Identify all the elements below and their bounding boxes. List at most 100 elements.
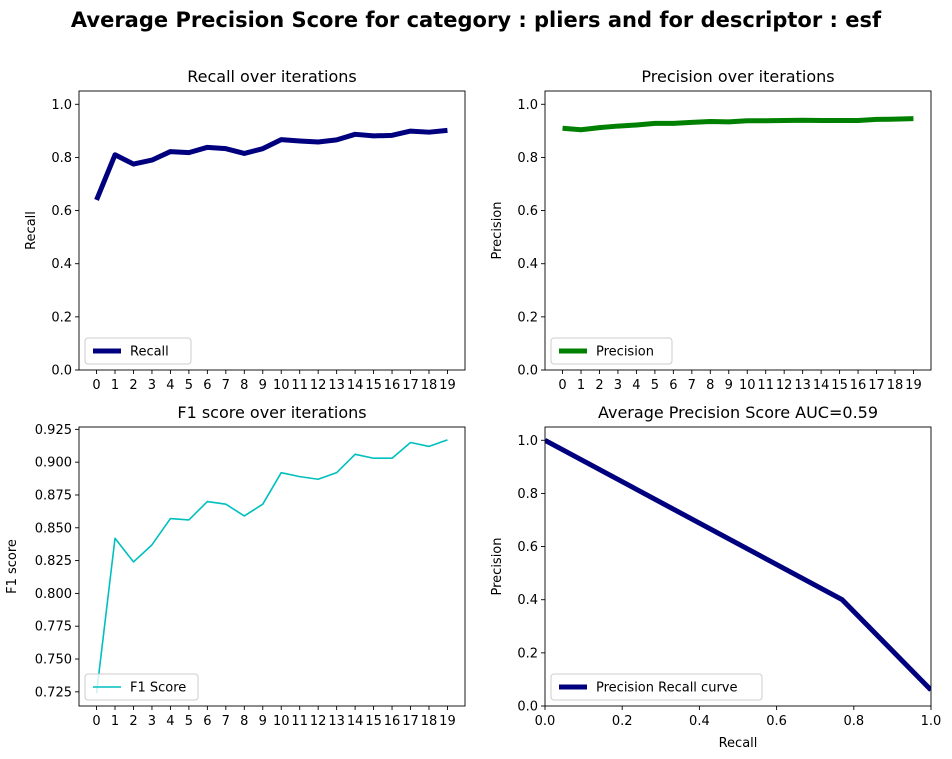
x-tick-label: 7	[222, 714, 230, 729]
x-tick-label: 5	[185, 714, 193, 729]
x-tick-label: 0.8	[843, 714, 864, 729]
x-tick-label: 12	[776, 378, 793, 393]
x-tick-label: 14	[347, 714, 364, 729]
axes-frame	[78, 90, 466, 371]
legend: Recall	[84, 337, 192, 365]
y-tick-label: 1.0	[517, 98, 538, 113]
x-tick-label: 1	[577, 378, 585, 393]
x-tick-label: 18	[887, 378, 904, 393]
axes-frame	[544, 90, 932, 371]
legend-label: Recall	[130, 345, 169, 360]
y-tick-label: 0.825	[35, 554, 72, 569]
x-tick-label: 1.0	[921, 714, 942, 729]
x-tick-label: 6	[669, 378, 677, 393]
y-axis-label: Precision	[490, 537, 505, 595]
x-tick-label: 7	[688, 378, 696, 393]
x-tick-label: 0.0	[535, 714, 556, 729]
y-tick-label: 0.2	[517, 310, 538, 325]
x-tick-label: 1	[111, 378, 119, 393]
x-tick-label: 2	[129, 714, 137, 729]
x-tick-label: 16	[384, 378, 401, 393]
x-tick-label: 3	[148, 378, 156, 393]
x-tick-label: 1	[111, 714, 119, 729]
axes-frame	[544, 426, 932, 707]
y-tick-label: 0.2	[51, 310, 72, 325]
y-tick-label: 0.0	[51, 364, 72, 379]
legend-box	[550, 673, 763, 701]
subplot-title: F1 score over iterations	[177, 403, 366, 422]
x-tick-label: 8	[240, 378, 248, 393]
series-line	[95, 439, 448, 694]
y-tick-label: 0.8	[51, 151, 72, 166]
x-tick-label: 19	[905, 378, 922, 393]
x-tick-label: 6	[203, 378, 211, 393]
x-tick-label: 3	[148, 714, 156, 729]
x-tick-label: 11	[757, 378, 774, 393]
x-tick-label: 2	[129, 378, 137, 393]
y-axis-label: Precision	[490, 201, 505, 259]
subplot-title: Average Precision Score AUC=0.59	[598, 403, 878, 422]
x-tick-label: 5	[651, 378, 659, 393]
x-tick-label: 15	[365, 714, 382, 729]
y-tick-label: 0.4	[517, 257, 538, 272]
y-tick-label: 0.4	[51, 257, 72, 272]
y-axis-label: Recall	[24, 211, 39, 250]
x-tick-label: 4	[166, 378, 174, 393]
legend: Precision Recall curve	[550, 673, 763, 701]
y-tick-label: 1.0	[51, 98, 72, 113]
legend-label: Precision	[596, 345, 654, 360]
x-tick-label: 12	[310, 714, 327, 729]
y-tick-label: 0.850	[35, 521, 72, 536]
x-tick-label: 13	[328, 714, 345, 729]
y-tick-label: 0.2	[517, 646, 538, 661]
x-tick-label: 4	[166, 714, 174, 729]
x-tick-label: 8	[706, 378, 714, 393]
series-line	[94, 127, 448, 201]
x-tick-label: 10	[739, 378, 756, 393]
y-tick-label: 0.6	[51, 204, 72, 219]
x-tick-label: 9	[259, 378, 267, 393]
legend-box	[550, 337, 673, 365]
x-tick-label: 10	[273, 714, 290, 729]
y-tick-label: 0.6	[517, 540, 538, 555]
y-tick-label: 0.875	[35, 488, 72, 503]
x-tick-label: 3	[614, 378, 622, 393]
x-tick-label: 8	[240, 714, 248, 729]
x-tick-label: 10	[273, 378, 290, 393]
x-tick-label: 19	[439, 378, 456, 393]
x-tick-label: 0.2	[612, 714, 633, 729]
legend: Precision	[550, 337, 673, 365]
x-tick-label: 11	[291, 378, 308, 393]
x-tick-label: 0	[558, 378, 566, 393]
x-tick-label: 14	[347, 378, 364, 393]
y-tick-label: 0.900	[35, 456, 72, 471]
x-tick-label: 17	[402, 714, 419, 729]
axes-frame	[78, 426, 466, 707]
x-tick-label: 7	[222, 378, 230, 393]
x-tick-label: 16	[384, 714, 401, 729]
y-axis-label: F1 score	[5, 539, 20, 594]
legend: F1 Score	[84, 673, 199, 701]
x-tick-label: 0.4	[689, 714, 710, 729]
legend-label: F1 Score	[130, 681, 186, 696]
y-tick-label: 0.800	[35, 587, 72, 602]
x-tick-label: 0	[92, 714, 100, 729]
figure-title: Average Precision Score for category : p…	[71, 8, 882, 32]
y-tick-label: 0.4	[517, 593, 538, 608]
legend-box	[84, 337, 192, 365]
x-tick-label: 9	[725, 378, 733, 393]
series-line	[562, 116, 914, 133]
x-tick-label: 9	[259, 714, 267, 729]
x-tick-label: 13	[794, 378, 811, 393]
y-tick-label: 0.6	[517, 204, 538, 219]
x-tick-label: 0	[92, 378, 100, 393]
x-tick-label: 14	[813, 378, 830, 393]
x-tick-label: 5	[185, 378, 193, 393]
x-tick-label: 2	[595, 378, 603, 393]
series-line	[545, 438, 931, 692]
